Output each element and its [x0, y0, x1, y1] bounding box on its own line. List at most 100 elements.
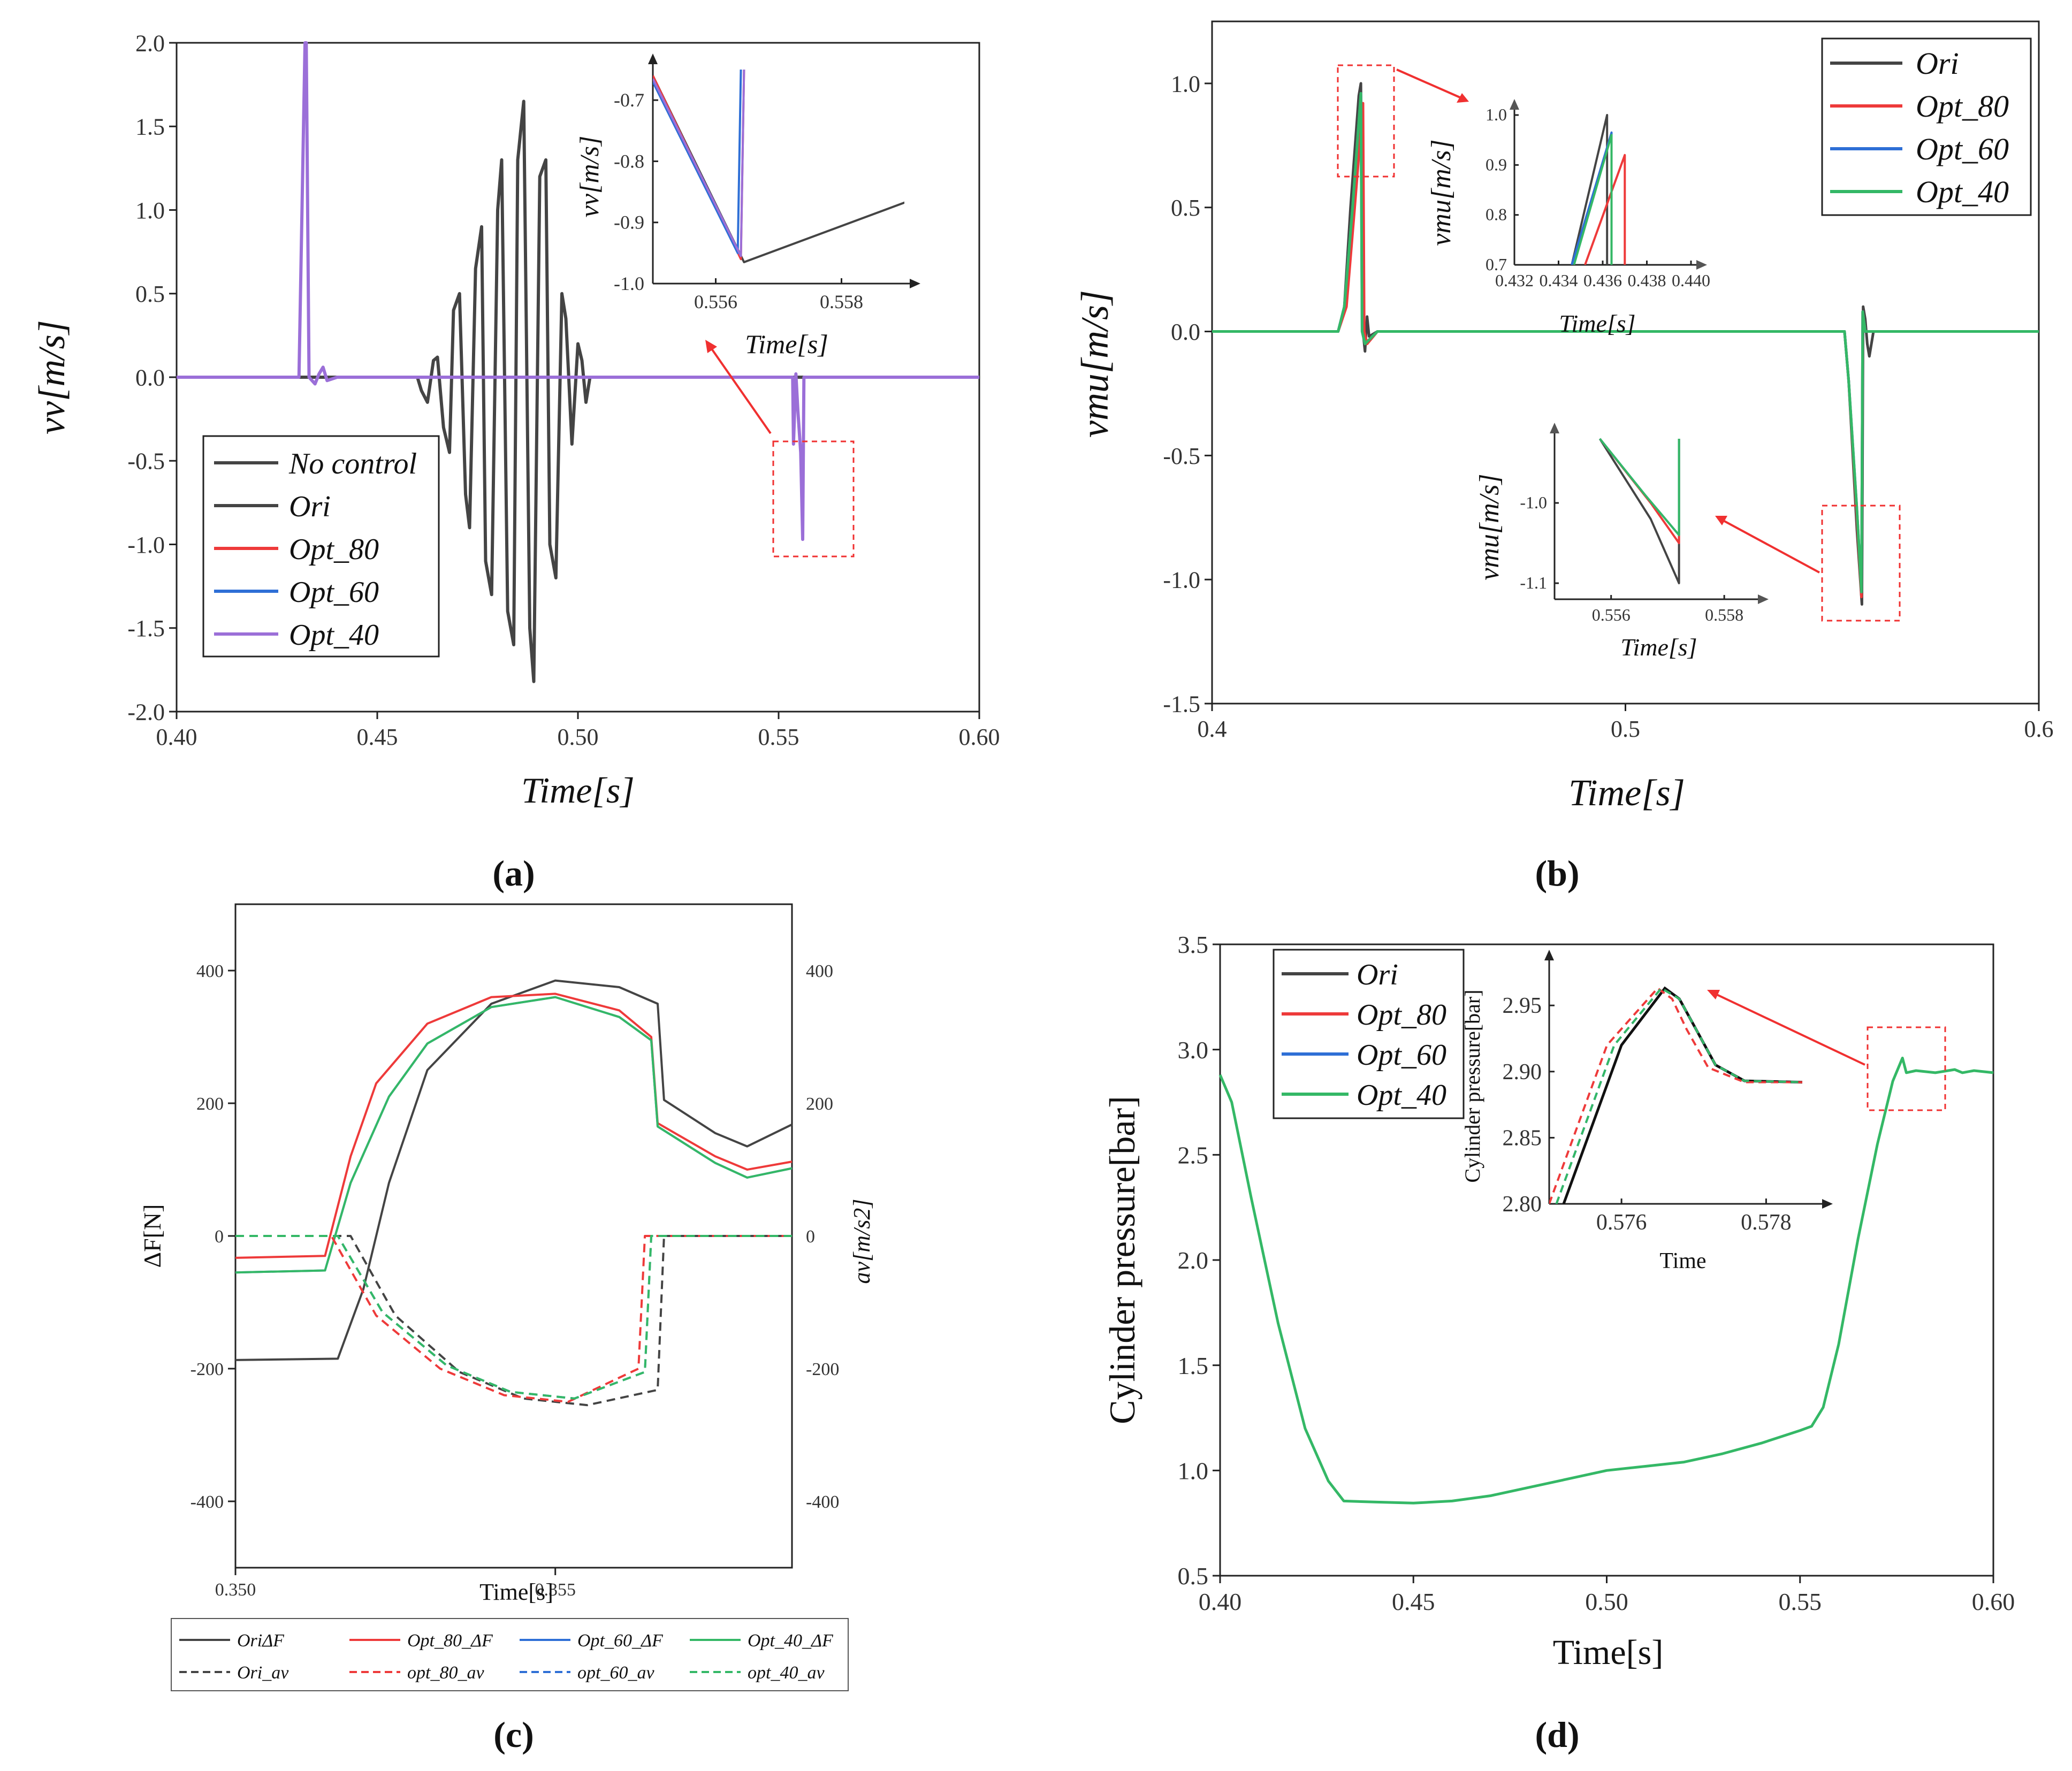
inset-d-ytick-label: 2.90	[1503, 1060, 1542, 1085]
series-line-ori	[653, 75, 904, 263]
panel-a-xtick-label: 0.50	[558, 724, 599, 750]
inset-d-ytick-label: 2.80	[1503, 1192, 1542, 1217]
panel-d-xtick-label: 0.55	[1779, 1588, 1822, 1615]
panel-a: 0.40 0.45 0.50 0.55 0.60 2.0 1.5 1.0 0.5 0.0 -0.5 -…	[32, 30, 1000, 894]
panel-a-xlabel: Time[s]	[521, 770, 635, 811]
series-line-opt-80	[653, 69, 745, 261]
series-line-ori-f	[235, 979, 793, 1361]
panel-b-ytick-label: -1.0	[1163, 567, 1200, 593]
panel-d-ytick-label: 0.5	[1178, 1562, 1209, 1590]
panel-b-xtick-label: 0.5	[1611, 716, 1640, 742]
panel-a-xtick-label: 0.60	[959, 724, 1000, 750]
inset-d-xlabel: Time	[1659, 1249, 1706, 1273]
inset-d-ytick-label: 2.85	[1503, 1126, 1542, 1150]
panel-d-zoom-arrowhead	[1707, 990, 1720, 999]
panel-a-xtick-label: 0.45	[357, 724, 398, 750]
panel-b-xtick-label: 0.6	[2024, 716, 2054, 742]
panel-d-xtick-label: 0.60	[1972, 1588, 2015, 1615]
panel-a-ytick-label: -1.0	[127, 532, 165, 558]
panel-b-zoom-box-bottom	[1821, 505, 1901, 622]
legend-label: Opt_60	[289, 576, 379, 609]
panel-d-label: (d)	[1535, 1714, 1579, 1755]
panel-b-ytick-label: -1.5	[1163, 691, 1200, 717]
inset-d-series-line-opt_60	[1555, 987, 1803, 1204]
inset-a-yarrow	[648, 54, 658, 64]
panel-b-arrowhead-bottom	[1715, 516, 1727, 525]
panel-d: 0.40 0.45 0.50 0.55 0.60 3.5 3.0 2.5 2.0 1.5 1.0 0.…	[1102, 931, 2015, 1755]
inset-d-series-line-opt_80	[1549, 987, 1802, 1204]
inset-b-top-xtick-label: 0.440	[1672, 271, 1710, 290]
inset-b-top-xtick-label: 0.432	[1495, 271, 1534, 290]
series-line-ori	[1598, 438, 1680, 584]
panel-a-ytick-label: -2.0	[127, 699, 165, 725]
inset-d-xarrow	[1822, 1199, 1833, 1209]
inset-a-ytick-label: -0.7	[614, 89, 644, 111]
panel-c-ylabel-left: ΔF[N]	[139, 1204, 166, 1268]
panel-d-ytick-label: 2.5	[1178, 1141, 1209, 1169]
legend-label: Opt_60	[1357, 1039, 1446, 1072]
series-line-ori	[1571, 114, 1609, 265]
inset-d-yarrow	[1544, 950, 1554, 960]
panel-a-legend-box	[202, 435, 440, 658]
series-line-opt-40	[177, 41, 979, 541]
panel-b-ytick-label: 0.0	[1171, 319, 1200, 345]
panel-a-ytick-label: -1.5	[127, 615, 165, 642]
panel-a-ytick-label: 0.0	[135, 364, 165, 391]
legend-label: Opt_40	[289, 619, 379, 652]
legend-label: Opt_40_ΔF	[748, 1631, 834, 1651]
panel-a-xtick-label: 0.55	[758, 724, 799, 750]
legend-label: Opt_80	[289, 533, 379, 566]
series-line-opt-40	[1212, 92, 2039, 593]
panel-c-ytick-right-label: -400	[806, 1492, 839, 1512]
panel-d-xlabel: Time[s]	[1553, 1633, 1664, 1672]
inset-b-bottom-xlabel: Time[s]	[1620, 633, 1697, 661]
panel-d-xtick-label: 0.40	[1199, 1588, 1242, 1615]
inset-b-top-xarrow	[1696, 260, 1707, 270]
legend-label: Ori	[289, 490, 331, 523]
legend-label: opt_40_av	[748, 1663, 825, 1683]
panel-a-xtick-label: 0.40	[156, 724, 197, 750]
panel-b-ytick-label: 0.5	[1171, 195, 1200, 221]
inset-b-bottom-xarrow	[1758, 594, 1769, 604]
panel-d-legend: Ori Opt_80 Opt_60 Opt_40	[1273, 949, 1465, 1119]
panel-b-xtick-label: 0.4	[1198, 716, 1227, 742]
inset-a-ylabel: vv[m/s]	[574, 136, 604, 218]
inset-b-top-yarrow	[1510, 99, 1519, 110]
series-line-opt-60	[653, 69, 742, 254]
panel-a-ytick-label: 1.0	[135, 197, 165, 224]
panel-c-ytick-label: 0	[215, 1227, 224, 1247]
inset-d-series-line-opt_40	[1555, 987, 1803, 1204]
legend-label: opt_60_av	[577, 1663, 654, 1683]
series-line-opt-60-av	[235, 1235, 792, 1400]
series-line-no-control	[177, 100, 979, 683]
panel-b-legend: Ori Opt_80 Opt_60 Opt_40	[1821, 37, 2032, 216]
inset-b-top-ytick-label: 0.9	[1486, 155, 1507, 174]
panel-b-ylabel: vmu[m/s]	[1073, 290, 1116, 438]
series-line-opt-40	[1573, 134, 1613, 265]
panel-a-zoom-box	[772, 440, 855, 558]
panel-a-label: (a)	[492, 853, 535, 894]
inset-b-top-series	[1571, 114, 1626, 265]
legend-label: Opt_80	[1357, 998, 1446, 1032]
panel-b-legend-box	[1821, 37, 2032, 216]
panel-c-ytick-label: -400	[191, 1492, 224, 1512]
legend-label: OriΔF	[237, 1631, 285, 1651]
inset-d-series	[1549, 986, 1803, 1204]
series-line-opt-40	[1218, 1056, 1994, 1505]
inset-d-ylabel: Cylinder pressure[bar]	[1460, 990, 1484, 1183]
panel-b: 0.4 0.5 0.6 1.0 0.5 0.0 -0.5 -1.0 -1.5 Time[s] vmu…	[1073, 20, 2054, 894]
inset-b-bottom-series	[1598, 438, 1680, 584]
panel-b-zoom-box-top	[1337, 64, 1395, 178]
series-line-ori-av	[235, 1235, 792, 1407]
legend-label: Opt_80	[1916, 89, 2009, 124]
legend-label: Opt_60	[1916, 132, 2009, 166]
panel-d-xtick-label: 0.45	[1392, 1588, 1435, 1615]
panel-d-ylabel: Cylinder pressure[bar]	[1102, 1096, 1142, 1424]
panel-a-ytick-label: 0.5	[135, 281, 165, 307]
series-line-opt-80-f	[235, 993, 793, 1259]
panel-c-ytick-right-label: 400	[806, 961, 833, 981]
inset-b-top-ytick-label: 0.8	[1486, 205, 1507, 224]
inset-a-series	[653, 69, 904, 263]
inset-b-top-xtick-label: 0.438	[1628, 271, 1666, 290]
panel-d-ytick-label: 2.0	[1178, 1247, 1209, 1274]
